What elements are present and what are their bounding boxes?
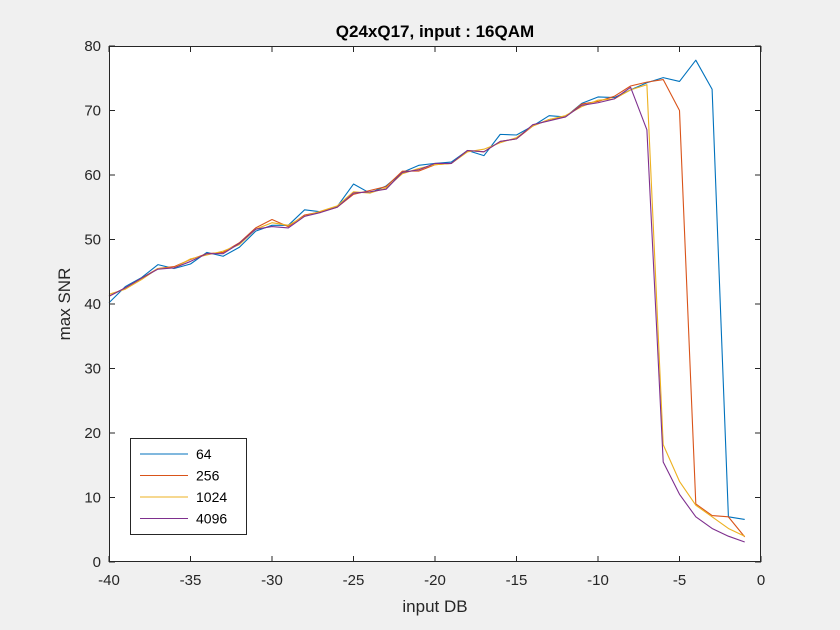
series-line-4096 (108, 86, 745, 543)
y-tick-label: 0 (93, 554, 101, 571)
x-tick-label: -30 (261, 572, 283, 589)
y-tick-label: 30 (84, 361, 101, 378)
y-tick-label: 50 (84, 232, 101, 249)
y-axis-label: max SNR (55, 268, 74, 341)
y-axis-ticks: 0 10 20 30 40 50 60 70 80 (84, 38, 761, 571)
y-tick-label: 60 (84, 167, 101, 184)
y-tick-label: 70 (84, 103, 101, 120)
x-tick-label: -40 (98, 572, 120, 589)
x-tick-label: -5 (673, 572, 686, 589)
y-tick-label: 80 (84, 38, 101, 55)
y-tick-label: 40 (84, 296, 101, 313)
legend-label-4096: 4096 (196, 511, 227, 527)
legend-label-64: 64 (196, 446, 212, 462)
x-axis-label: input DB (402, 597, 467, 616)
x-axis-ticks: -40 -35 -30 -25 -20 -15 -10 -5 0 (98, 46, 765, 589)
legend-box (130, 438, 247, 535)
y-tick-label: 10 (84, 490, 101, 507)
x-tick-label: 0 (757, 572, 765, 589)
x-tick-label: -15 (506, 572, 528, 589)
chart-title: Q24xQ17, input : 16QAM (336, 22, 534, 41)
series-line-64 (108, 59, 745, 520)
x-tick-label: -20 (424, 572, 446, 589)
legend: 64 256 1024 4096 (130, 438, 247, 535)
x-tick-label: -10 (587, 572, 609, 589)
legend-label-256: 256 (196, 468, 220, 484)
x-tick-label: -25 (343, 572, 365, 589)
y-tick-label: 20 (84, 425, 101, 442)
x-tick-label: -35 (180, 572, 202, 589)
series-layer (108, 59, 746, 543)
legend-label-1024: 1024 (196, 489, 227, 505)
